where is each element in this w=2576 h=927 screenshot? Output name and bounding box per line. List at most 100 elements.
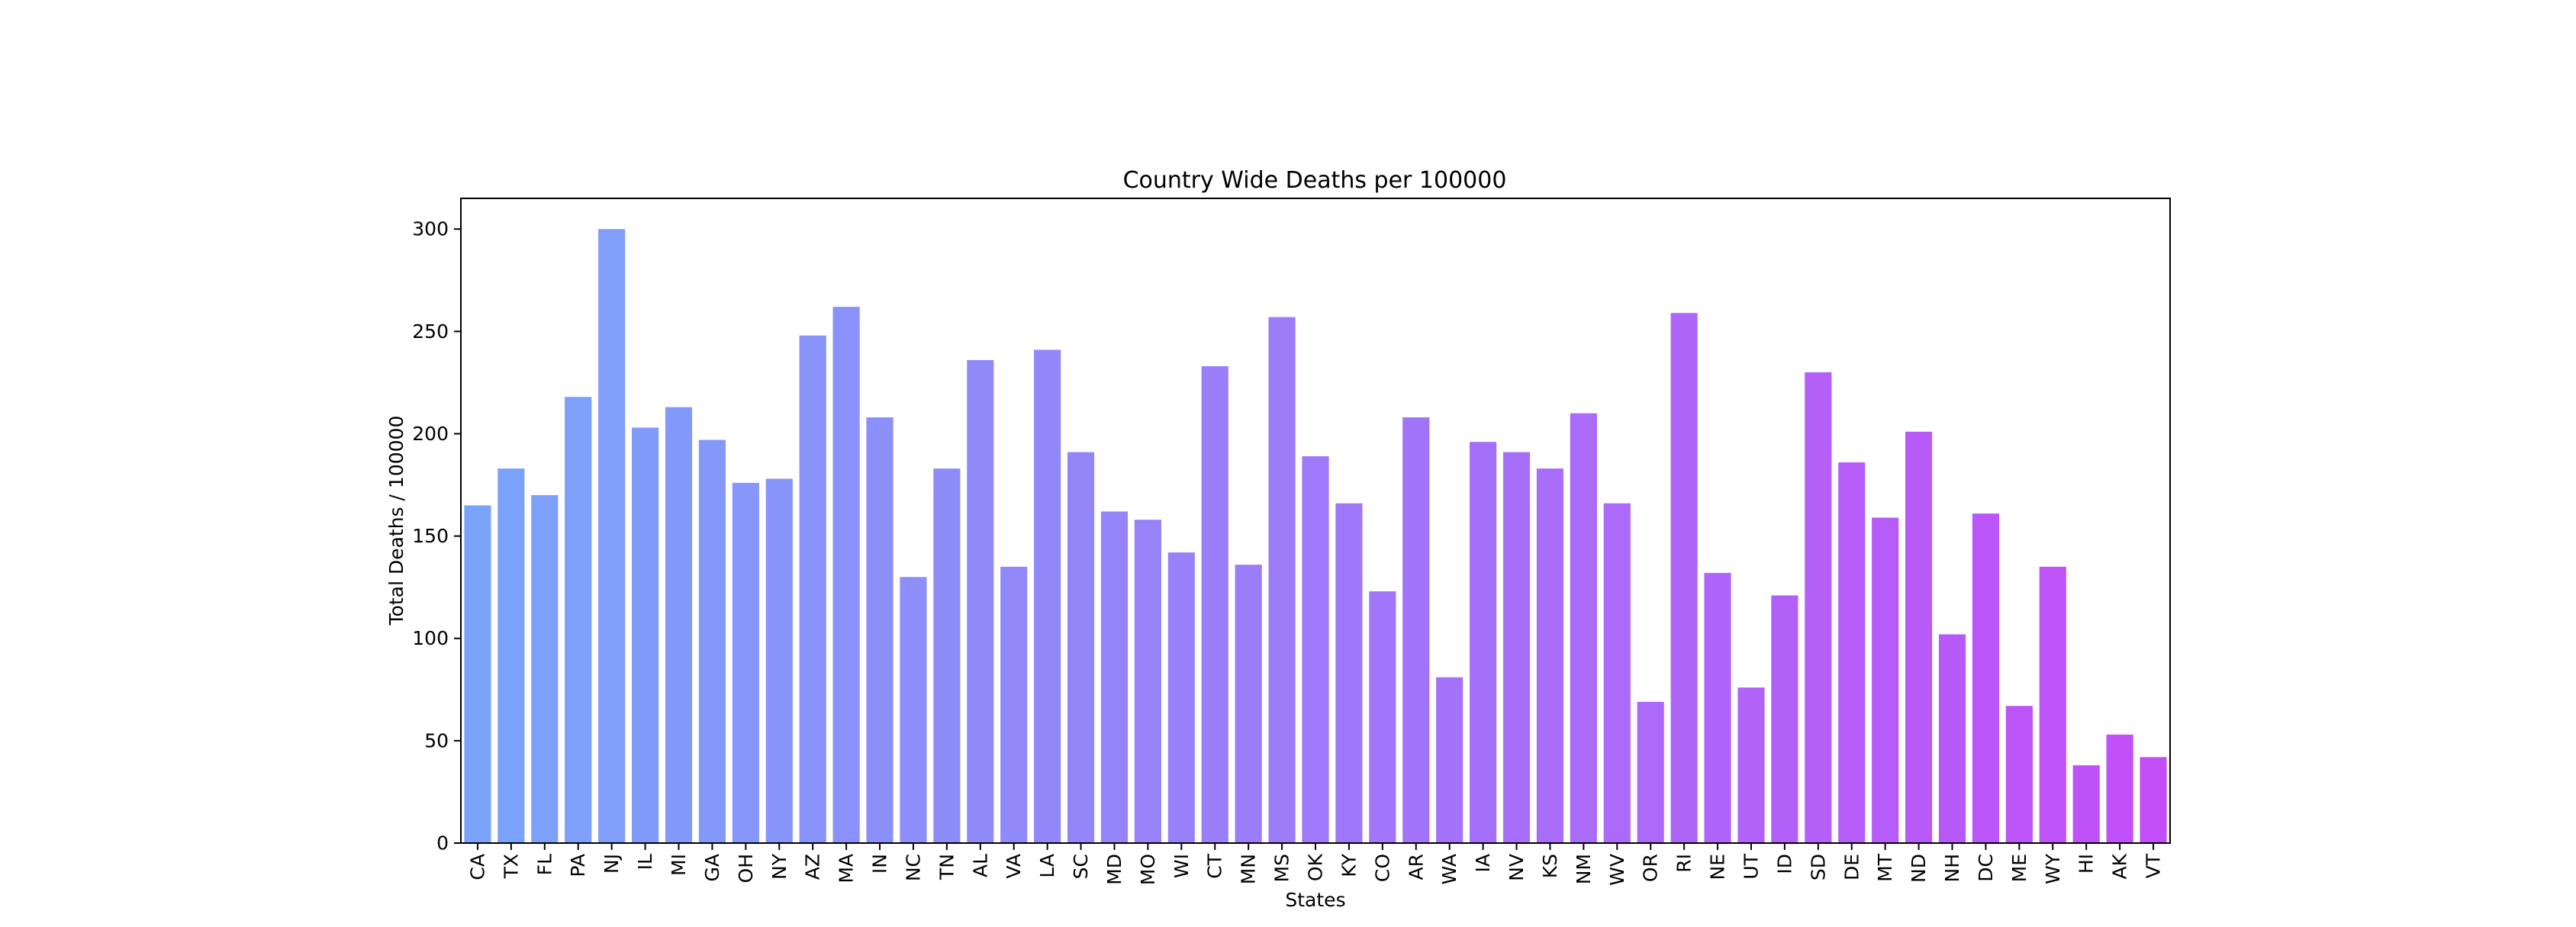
x-tick-label: LA	[1036, 854, 1058, 878]
x-tick-label: NJ	[601, 854, 623, 874]
bar-hi	[2072, 765, 2100, 843]
bar-ms	[1268, 317, 1296, 844]
bar-wv	[1603, 503, 1631, 843]
bar-ar	[1402, 417, 1430, 843]
bar-nm	[1570, 413, 1597, 843]
bar-ks	[1536, 468, 1564, 843]
bar-ga	[698, 439, 726, 843]
x-tick-label: WY	[2042, 853, 2064, 884]
y-tick-label: 250	[412, 320, 449, 343]
bar-ok	[1302, 456, 1329, 843]
x-tick-label: SC	[1070, 854, 1092, 879]
y-tick-label: 0	[436, 832, 449, 855]
y-tick-label: 50	[424, 729, 449, 752]
bar-in	[866, 417, 894, 843]
x-tick-label: GA	[701, 854, 723, 881]
bar-ut	[1737, 687, 1765, 843]
x-tick-label: AR	[1405, 854, 1427, 880]
x-tick-label: TN	[935, 854, 958, 880]
bar-or	[1637, 701, 1664, 843]
bar-md	[1100, 511, 1129, 843]
bar-tx	[497, 468, 525, 843]
x-tick-label: OR	[1640, 854, 1662, 882]
bar-nv	[1502, 452, 1531, 843]
x-tick-label: NC	[902, 854, 924, 881]
x-tick-label: MI	[668, 854, 690, 876]
x-tick-label: RI	[1673, 854, 1695, 873]
x-tick-label: AL	[969, 854, 991, 877]
x-tick-label: IL	[634, 854, 656, 870]
bar-dc	[1972, 513, 1999, 843]
x-tick-label: CT	[1204, 853, 1226, 878]
x-tick-label: MD	[1103, 854, 1125, 885]
x-tick-label: KY	[1338, 853, 1360, 877]
x-tick-label: PA	[567, 854, 589, 877]
x-tick-label: UT	[1740, 853, 1762, 879]
bar-ia	[1470, 442, 1497, 843]
x-tick-label: VA	[1003, 854, 1025, 879]
x-tick-label: SD	[1807, 854, 1829, 880]
x-tick-label: IA	[1472, 854, 1494, 872]
chart-title: Country Wide Deaths per 100000	[1123, 167, 1507, 194]
bar-de	[1838, 462, 1866, 843]
bar-mo	[1134, 520, 1161, 843]
bars-layer	[464, 229, 2167, 844]
bar-ma	[832, 307, 860, 843]
x-tick-label: CO	[1371, 854, 1393, 882]
x-tick-label: IN	[869, 854, 891, 874]
x-tick-label: HI	[2075, 854, 2098, 874]
x-tick-label: DC	[1975, 854, 1997, 882]
x-tick-label: KS	[1539, 854, 1561, 878]
bar-ne	[1704, 572, 1731, 843]
y-tick-label: 150	[412, 525, 449, 547]
bar-az	[799, 335, 826, 844]
x-tick-label: WA	[1438, 854, 1460, 884]
y-tick-label: 300	[412, 218, 449, 240]
bar-tn	[933, 468, 961, 843]
x-tick-label: OH	[735, 854, 757, 883]
bar-ca	[464, 505, 491, 843]
bar-nd	[1905, 431, 1933, 843]
bar-co	[1369, 591, 1396, 843]
bar-id	[1771, 595, 1798, 843]
bar-fl	[531, 494, 559, 843]
bar-la	[1034, 349, 1061, 843]
x-tick-label: ME	[2008, 854, 2030, 882]
y-axis-label: Total Deaths / 100000	[385, 416, 407, 626]
x-tick-label: NM	[1573, 854, 1595, 884]
y-tick-label: 200	[412, 423, 449, 445]
bar-ny	[765, 478, 793, 843]
x-tick-label: DE	[1840, 854, 1863, 880]
x-tick-label: WI	[1170, 854, 1193, 878]
bar-mi	[665, 407, 693, 843]
x-tick-label: ND	[1908, 854, 1930, 883]
x-tick-label: CA	[466, 854, 488, 880]
x-tick-label: ID	[1773, 854, 1795, 874]
x-tick-label: NE	[1707, 854, 1729, 880]
y-axis: 0 50 100 150 200 250 300	[412, 218, 461, 855]
x-tick-label: MS	[1271, 854, 1293, 882]
x-tick-label: NV	[1505, 854, 1528, 881]
bar-il	[632, 427, 659, 843]
bar-sd	[1805, 372, 1832, 843]
bar-ct	[1201, 365, 1228, 844]
bar-sc	[1067, 452, 1095, 843]
bar-vt	[2140, 757, 2167, 843]
bar-me	[2005, 706, 2033, 843]
bar-wi	[1167, 552, 1195, 843]
x-tick-label: NH	[1941, 854, 1963, 883]
bar-nh	[1938, 634, 1966, 843]
x-tick-label: OK	[1305, 853, 1327, 881]
bar-oh	[732, 482, 759, 843]
bar-nj	[598, 229, 626, 843]
bar-ky	[1335, 503, 1363, 843]
bar-wy	[2039, 566, 2066, 843]
x-tick-label: FL	[533, 854, 555, 875]
x-tick-label: AZ	[802, 854, 824, 880]
bar-pa	[565, 397, 592, 843]
x-tick-label: NY	[768, 853, 791, 880]
bar-va	[1000, 566, 1028, 843]
x-axis: CA TX FL PA NJ IL MI GA OH NY AZ MA IN NC TN AL VA LA SC MD…	[466, 843, 2165, 886]
x-axis-label: States	[1285, 889, 1345, 911]
